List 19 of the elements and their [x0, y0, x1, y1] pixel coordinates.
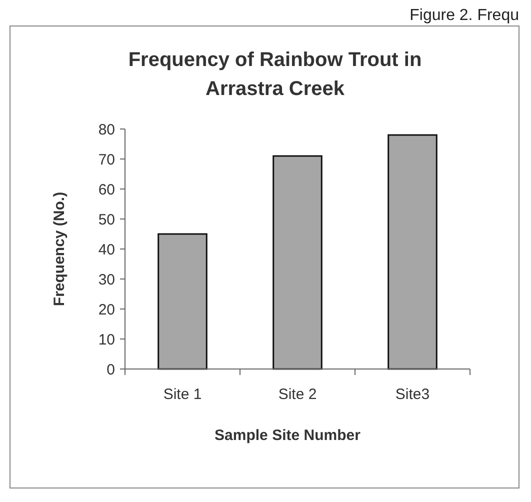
y-tick-label: 70 — [98, 151, 115, 168]
y-tick-label: 0 — [106, 361, 115, 378]
bar — [272, 155, 322, 370]
y-tick-label: 30 — [98, 271, 115, 288]
y-tick-label: 60 — [98, 181, 115, 198]
x-tick-label: Site3 — [395, 386, 430, 403]
x-tick-label: Site 2 — [278, 386, 317, 403]
caption: Figure 2. Frequ — [410, 7, 519, 24]
y-tick-label: 10 — [98, 331, 115, 348]
chart-title: Frequency of Rainbow Trout in Arrastra Creek — [128, 49, 422, 100]
x-axis-title: Sample Site Number — [214, 427, 361, 444]
y-axis-title: Frequency (No.) — [51, 192, 68, 306]
x-tick-label: Site 1 — [163, 386, 202, 403]
y-tick-label: 40 — [98, 241, 115, 258]
bar — [158, 233, 208, 370]
y-tick-label: 20 — [98, 301, 115, 318]
y-tick-label: 50 — [98, 211, 115, 228]
y-tick-label: 80 — [98, 121, 115, 138]
bar — [388, 134, 438, 370]
